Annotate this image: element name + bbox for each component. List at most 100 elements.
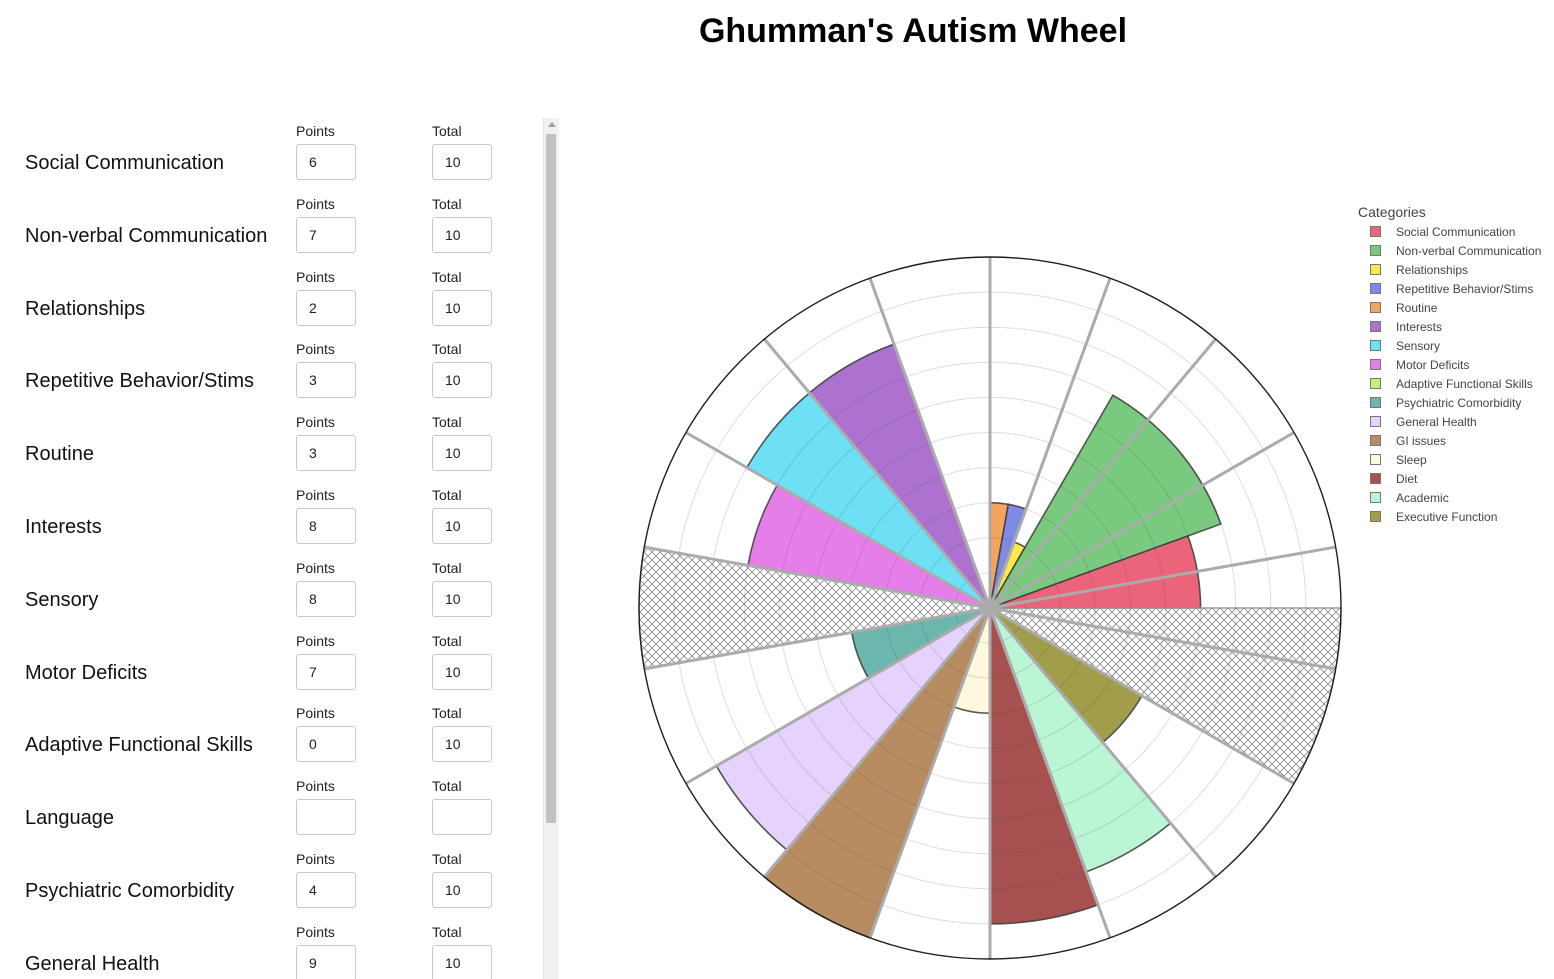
total-input[interactable] <box>432 144 492 180</box>
points-column-label: Points <box>296 924 335 940</box>
category-label: General Health <box>25 953 160 975</box>
legend-swatch <box>1370 245 1381 256</box>
legend-item[interactable]: Interests <box>1358 319 1442 338</box>
legend-label: Academic <box>1396 491 1449 505</box>
points-column-label: Points <box>296 851 335 867</box>
legend-item[interactable]: GI issues <box>1358 433 1446 452</box>
points-input[interactable] <box>296 726 356 762</box>
points-column-label: Points <box>296 196 335 212</box>
total-input[interactable] <box>432 726 492 762</box>
legend-item[interactable]: Diet <box>1358 471 1426 490</box>
wheel-divider-line <box>988 338 1217 609</box>
points-input[interactable] <box>296 508 356 544</box>
wheel-divider-line <box>989 606 1295 785</box>
total-column-label: Total <box>432 487 462 503</box>
category-label: Language <box>25 807 114 829</box>
legend-item[interactable]: Academic <box>1358 490 1449 509</box>
points-input[interactable] <box>296 581 356 617</box>
legend-label: Sleep <box>1396 453 1427 467</box>
scroll-up-arrow-icon[interactable] <box>548 122 556 127</box>
wheel-plot-area <box>638 256 1342 960</box>
points-input[interactable] <box>296 290 356 326</box>
legend: Categories Social Communication Non-verba… <box>1358 204 1541 528</box>
scrollbar-thumb[interactable] <box>546 134 556 823</box>
category-label: Non-verbal Communication <box>25 225 268 247</box>
legend-swatch <box>1370 302 1381 313</box>
total-input[interactable] <box>432 508 492 544</box>
legend-item[interactable]: Social Communication <box>1358 224 1515 243</box>
category-row: Points Total Interests <box>0 482 543 555</box>
points-input[interactable] <box>296 144 356 180</box>
total-input[interactable] <box>432 435 492 471</box>
category-label: Motor Deficits <box>25 662 148 684</box>
points-input[interactable] <box>296 362 356 398</box>
category-form: Points Total Social Communication Points… <box>0 118 543 979</box>
points-input[interactable] <box>296 217 356 253</box>
category-row: Points Total Sensory <box>0 555 543 628</box>
wheel-divider-line <box>868 277 992 609</box>
legend-item[interactable]: Psychiatric Comorbidity <box>1358 395 1521 414</box>
legend-label: Adaptive Functional Skills <box>1396 377 1533 391</box>
legend-item[interactable]: Executive Function <box>1358 509 1497 528</box>
total-input[interactable] <box>432 872 492 908</box>
legend-label: Sensory <box>1396 339 1441 353</box>
legend-item[interactable]: Routine <box>1358 300 1437 319</box>
legend-label: Social Communication <box>1396 225 1516 239</box>
legend-swatch <box>1370 397 1381 408</box>
category-row: Points Total Repetitive Behavior/Stims <box>0 336 543 409</box>
legend-item[interactable]: Repetitive Behavior/Stims <box>1358 281 1533 300</box>
legend-swatch <box>1370 264 1381 275</box>
category-label: Sensory <box>25 589 99 611</box>
legend-swatch <box>1370 321 1381 332</box>
category-label: Interests <box>25 516 102 538</box>
legend-title: Categories <box>1358 204 1426 220</box>
total-input[interactable] <box>432 362 492 398</box>
legend-swatch <box>1370 283 1381 294</box>
points-column-label: Points <box>296 560 335 576</box>
legend-swatch <box>1370 378 1381 389</box>
legend-swatch <box>1370 359 1381 370</box>
legend-label: Repetitive Behavior/Stims <box>1396 282 1534 296</box>
legend-item[interactable]: Non-verbal Communication <box>1358 243 1541 262</box>
form-scrollbar[interactable] <box>543 118 559 979</box>
total-input[interactable] <box>432 290 492 326</box>
points-column-label: Points <box>296 269 335 285</box>
legend-swatch <box>1370 416 1381 427</box>
points-column-label: Points <box>296 633 335 649</box>
points-column-label: Points <box>296 705 335 721</box>
legend-label: GI issues <box>1396 434 1447 448</box>
points-input[interactable] <box>296 799 356 835</box>
total-column-label: Total <box>432 705 462 721</box>
total-input[interactable] <box>432 654 492 690</box>
legend-item[interactable]: Motor Deficits <box>1358 357 1469 376</box>
total-input[interactable] <box>432 799 492 835</box>
points-input[interactable] <box>296 872 356 908</box>
points-input[interactable] <box>296 654 356 690</box>
legend-item[interactable]: General Health <box>1358 414 1477 433</box>
legend-item[interactable]: Relationships <box>1358 262 1468 281</box>
total-column-label: Total <box>432 560 462 576</box>
legend-label: General Health <box>1396 415 1477 429</box>
legend-item[interactable]: Sleep <box>1358 452 1427 471</box>
points-input[interactable] <box>296 435 356 471</box>
total-input[interactable] <box>432 945 492 979</box>
legend-swatch <box>1370 492 1381 503</box>
legend-swatch <box>1370 454 1381 465</box>
legend-swatch <box>1370 340 1381 351</box>
points-input[interactable] <box>296 945 356 979</box>
total-column-label: Total <box>432 341 462 357</box>
legend-item[interactable]: Adaptive Functional Skills <box>1358 376 1533 395</box>
category-row: Points Total General Health <box>0 919 543 979</box>
legend-label: Interests <box>1396 320 1443 334</box>
total-input[interactable] <box>432 581 492 617</box>
total-column-label: Total <box>432 851 462 867</box>
wheel-divider-line <box>988 607 1112 939</box>
category-row: Points Total Motor Deficits <box>0 628 543 701</box>
category-row: Points Total Relationships <box>0 264 543 337</box>
legend-item[interactable]: Sensory <box>1358 338 1440 357</box>
total-input[interactable] <box>432 217 492 253</box>
legend-label: Routine <box>1396 301 1438 315</box>
total-column-label: Total <box>432 778 462 794</box>
category-row: Points Total Non-verbal Communication <box>0 191 543 264</box>
legend-swatch <box>1370 473 1381 484</box>
